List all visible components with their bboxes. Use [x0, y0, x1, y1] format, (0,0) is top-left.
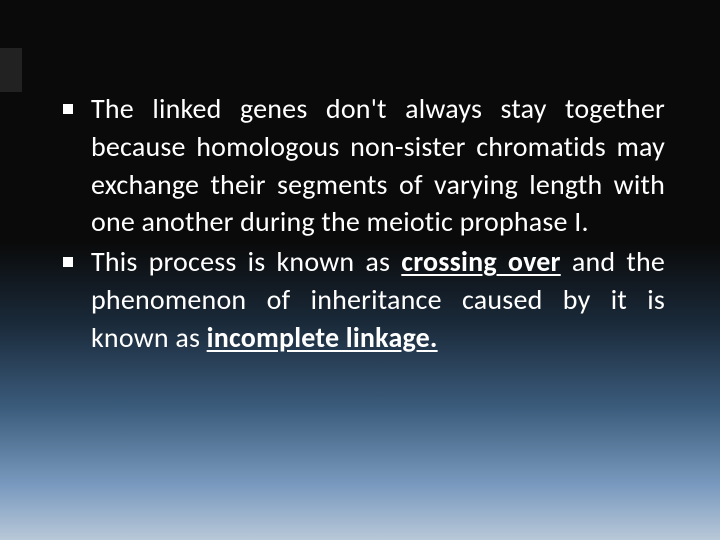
- bullet-text: This process is known as: [91, 244, 401, 279]
- list-item: This process is known as crossing over a…: [55, 243, 665, 356]
- list-item: The linked genes don't always stay toget…: [55, 90, 665, 241]
- side-tab: [0, 48, 22, 92]
- bullet-list: The linked genes don't always stay toget…: [55, 90, 665, 357]
- bullet-text: The linked genes don't always stay toget…: [91, 91, 665, 239]
- slide: The linked genes don't always stay toget…: [0, 0, 720, 540]
- bullet-text-emphasis: incomplete linkage.: [207, 320, 438, 355]
- bullet-text-emphasis: crossing over: [401, 244, 560, 279]
